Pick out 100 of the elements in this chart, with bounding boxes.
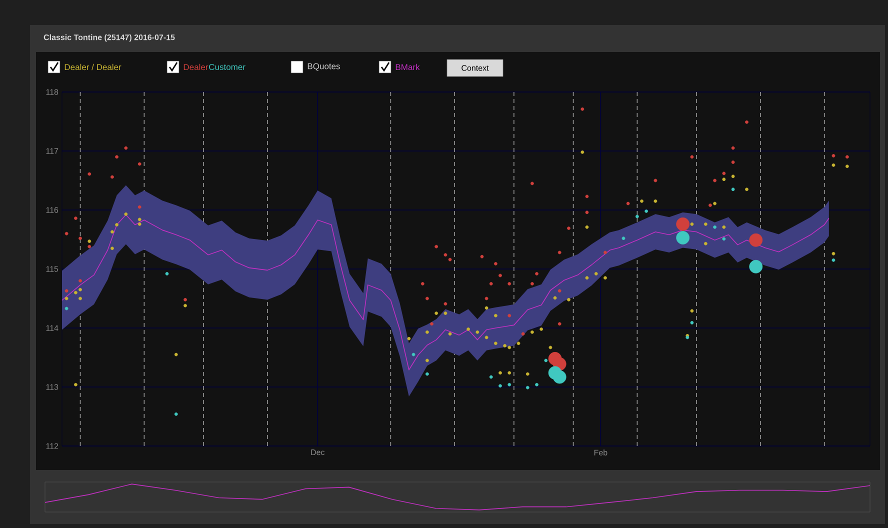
point <box>530 330 534 334</box>
point <box>567 226 570 230</box>
point <box>430 322 434 326</box>
point <box>174 352 178 356</box>
point <box>508 314 512 318</box>
point <box>138 218 142 222</box>
point <box>78 296 82 300</box>
point <box>124 146 128 150</box>
point <box>74 382 78 386</box>
point <box>845 164 849 168</box>
point <box>476 330 480 334</box>
point <box>508 382 512 386</box>
point <box>74 216 78 220</box>
point <box>426 296 429 300</box>
text: BQuotes <box>308 63 340 71</box>
point <box>548 346 552 350</box>
point <box>580 107 584 111</box>
point <box>498 371 502 375</box>
point <box>580 150 584 154</box>
point <box>88 244 92 248</box>
point <box>832 154 836 158</box>
point <box>484 306 488 310</box>
point <box>448 332 452 336</box>
point <box>585 194 589 198</box>
point <box>110 175 114 179</box>
point <box>585 225 589 229</box>
point <box>690 321 694 324</box>
point <box>110 246 114 250</box>
point <box>494 342 498 346</box>
x-tick-label: Feb <box>594 450 608 456</box>
point <box>690 155 694 159</box>
point <box>516 342 520 346</box>
y-tick-label: 118 <box>46 89 58 95</box>
point <box>558 322 562 326</box>
point <box>174 412 178 416</box>
point <box>585 276 589 280</box>
point <box>420 282 424 286</box>
point <box>115 223 118 226</box>
point <box>713 225 716 229</box>
point <box>466 327 470 331</box>
point <box>508 282 512 286</box>
point <box>558 250 562 254</box>
point <box>690 222 694 226</box>
point <box>521 332 525 336</box>
point <box>88 172 92 176</box>
point <box>704 222 708 226</box>
y-tick-label: 116 <box>46 207 58 213</box>
point <box>832 258 836 262</box>
point <box>654 199 658 203</box>
point <box>64 296 68 300</box>
point <box>494 262 498 266</box>
point <box>731 160 735 164</box>
point <box>444 312 448 315</box>
point <box>626 202 630 206</box>
y-tick-label: 113 <box>46 384 58 390</box>
point <box>622 236 626 240</box>
point <box>731 174 735 178</box>
point <box>530 182 534 186</box>
point <box>704 242 708 246</box>
point <box>731 188 735 192</box>
point <box>553 296 557 300</box>
point <box>74 290 78 294</box>
y-tick-label: 115 <box>46 266 58 272</box>
point <box>426 330 429 334</box>
point <box>426 358 429 362</box>
point <box>184 298 187 302</box>
point <box>708 204 712 207</box>
point <box>832 163 836 167</box>
y-tick-label: 112 <box>46 443 58 449</box>
point <box>494 314 498 318</box>
point <box>654 178 658 182</box>
point <box>489 282 493 286</box>
point <box>426 372 429 376</box>
point <box>640 199 644 203</box>
chart-title: Classic Tontine (25147) 2016-07-15 <box>44 34 175 42</box>
point <box>526 372 530 376</box>
text: Dealer / Dealer <box>64 64 122 70</box>
point <box>138 222 142 226</box>
point <box>184 304 187 308</box>
point <box>558 289 562 293</box>
point <box>78 288 82 292</box>
point <box>644 209 648 213</box>
point <box>845 155 849 159</box>
point <box>713 202 716 206</box>
point <box>115 155 118 159</box>
point <box>448 258 452 262</box>
point <box>434 312 438 315</box>
text: Customer <box>209 64 246 70</box>
y-tick-label: 114 <box>46 325 58 331</box>
point <box>567 298 570 302</box>
point <box>124 212 128 216</box>
point <box>484 336 488 340</box>
point <box>498 384 502 388</box>
text: BMark <box>396 64 420 70</box>
point <box>484 296 488 300</box>
point <box>722 237 726 241</box>
point <box>604 250 607 254</box>
x-tick-label: Dec <box>311 450 325 456</box>
point <box>508 371 512 375</box>
text: Dealer <box>184 64 208 70</box>
